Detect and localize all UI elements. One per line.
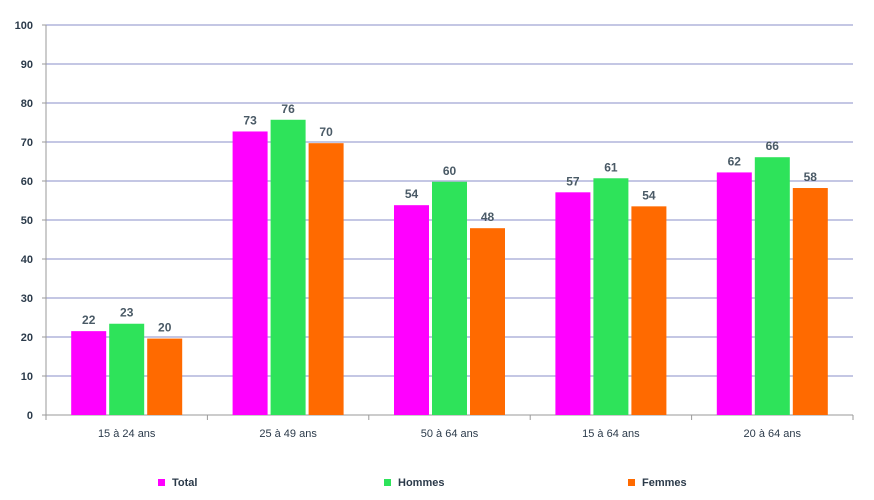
y-tick-label: 0 bbox=[27, 410, 33, 422]
bar-hommes bbox=[593, 178, 629, 415]
x-category-label: 25 à 49 ans bbox=[259, 428, 317, 440]
bar-femmes bbox=[470, 228, 505, 415]
bars bbox=[71, 119, 828, 416]
y-tick-label: 80 bbox=[21, 98, 33, 110]
y-tick-label: 10 bbox=[21, 371, 33, 383]
x-category-label: 15 à 64 ans bbox=[582, 428, 640, 440]
y-tick-label: 40 bbox=[21, 254, 33, 266]
data-label: 20 bbox=[158, 321, 172, 335]
bar-femmes bbox=[792, 188, 828, 415]
y-tick-label: 30 bbox=[21, 293, 33, 305]
legend: Total Hommes Femmes bbox=[158, 477, 687, 489]
legend-swatch-total bbox=[158, 479, 165, 486]
data-label: 73 bbox=[243, 113, 257, 127]
y-tick-label: 60 bbox=[21, 176, 33, 188]
bar-total bbox=[555, 192, 591, 415]
data-label: 70 bbox=[319, 125, 333, 139]
bar-total bbox=[232, 131, 268, 415]
bar-total bbox=[71, 331, 107, 415]
x-category-label: 20 à 64 ans bbox=[744, 428, 802, 440]
bar-hommes bbox=[432, 181, 467, 415]
y-axis: 0 10 20 30 40 50 60 70 80 90 100 bbox=[15, 20, 47, 422]
y-tick-label: 70 bbox=[21, 137, 33, 149]
bar-femmes bbox=[147, 338, 183, 415]
data-label: 54 bbox=[642, 188, 656, 202]
x-category-label: 50 à 64 ans bbox=[421, 428, 479, 440]
bar-femmes bbox=[308, 143, 344, 416]
data-label: 66 bbox=[766, 139, 780, 153]
data-label: 48 bbox=[481, 210, 495, 224]
x-category-label: 15 à 24 ans bbox=[98, 428, 156, 440]
data-label: 23 bbox=[120, 306, 134, 320]
legend-label: Femmes bbox=[642, 477, 687, 489]
bar-hommes bbox=[754, 157, 790, 415]
x-axis: 15 à 24 ans 25 à 49 ans 50 à 64 ans 15 à 64… bbox=[45, 414, 854, 440]
data-labels: 22 23 20 73 76 70 54 60 48 57 61 54 62 66 58 bbox=[82, 102, 817, 335]
data-label: 22 bbox=[82, 313, 96, 327]
y-tick-label: 100 bbox=[15, 20, 33, 32]
bar-hommes bbox=[270, 119, 306, 416]
data-label: 54 bbox=[405, 187, 419, 201]
data-label: 60 bbox=[443, 164, 457, 178]
bar-hommes bbox=[109, 323, 145, 415]
legend-swatch-femmes bbox=[628, 479, 635, 486]
legend-swatch-hommes bbox=[384, 479, 391, 486]
y-tick-label: 50 bbox=[21, 215, 33, 227]
legend-label: Total bbox=[172, 477, 197, 489]
legend-label: Hommes bbox=[398, 477, 444, 489]
y-tick-label: 20 bbox=[21, 332, 33, 344]
bar-total bbox=[394, 205, 429, 415]
bar-femmes bbox=[631, 206, 667, 415]
bar-total bbox=[716, 172, 752, 415]
y-tick-label: 90 bbox=[21, 59, 33, 71]
data-label: 57 bbox=[566, 174, 580, 188]
data-label: 61 bbox=[604, 160, 618, 174]
data-label: 62 bbox=[728, 154, 742, 168]
data-label: 58 bbox=[804, 170, 818, 184]
data-label: 76 bbox=[281, 102, 295, 116]
